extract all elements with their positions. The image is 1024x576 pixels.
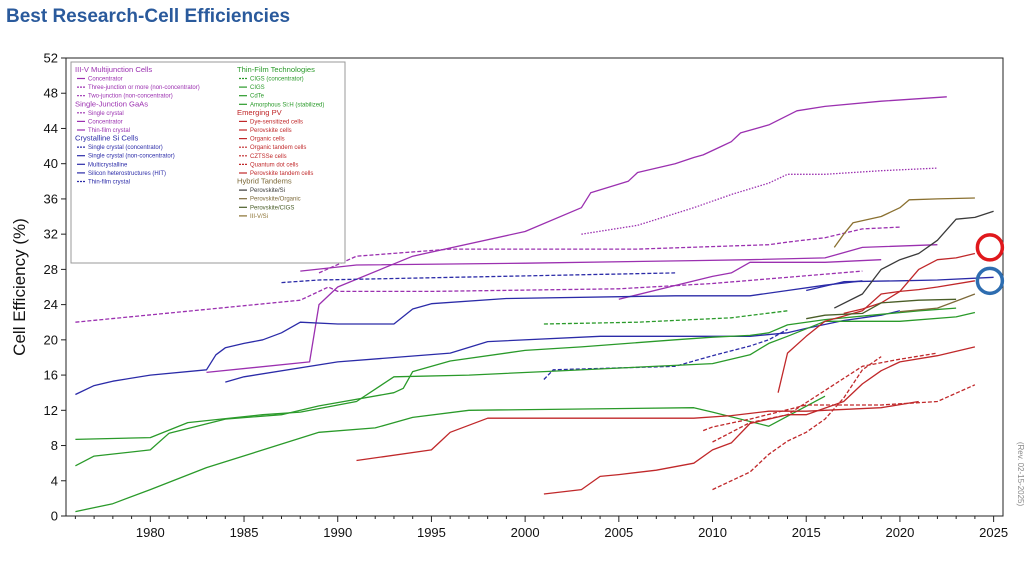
legend-entry: Perovskite tandem cells xyxy=(250,171,313,177)
legend-entry: Concentrator xyxy=(88,77,123,83)
legend-entry: Perovskite cells xyxy=(250,128,292,134)
legend-entry: Dye-sensitized cells xyxy=(250,119,303,125)
series-line-11 xyxy=(543,310,788,325)
legend-entry: CIGS (concentrator) xyxy=(250,77,304,83)
x-tick-label: 1980 xyxy=(136,525,165,540)
legend-entry: Thin-film crystal xyxy=(88,128,130,134)
y-tick-label: 16 xyxy=(44,368,58,383)
series-line-21 xyxy=(843,252,976,315)
x-tick-label: 2015 xyxy=(792,525,821,540)
legend-entry: Three-junction or more (non-concentrator… xyxy=(88,85,200,91)
legend-entry: Thin-film crystal xyxy=(88,180,130,186)
x-tick-label: 2020 xyxy=(885,525,914,540)
x-tick-label: 1995 xyxy=(417,525,446,540)
series-line-1 xyxy=(581,167,938,235)
x-tick-label: 1985 xyxy=(230,525,259,540)
x-tick-label: 2005 xyxy=(604,525,633,540)
legend-group-title: Emerging PV xyxy=(237,108,283,117)
x-tick-label: 2025 xyxy=(979,525,1008,540)
series-line-2 xyxy=(318,226,900,274)
series-line-16 xyxy=(777,280,976,393)
legend-entry: Organic tandem cells xyxy=(250,145,306,151)
y-tick-label: 40 xyxy=(44,156,58,171)
series-line-4 xyxy=(300,244,938,272)
legend-entry: CZTSSe cells xyxy=(250,154,287,160)
series-line-17 xyxy=(543,346,976,495)
series-line-23 xyxy=(899,293,976,313)
series-line-6 xyxy=(281,272,676,284)
legend-entry: Perovskite/Organic xyxy=(250,197,301,203)
series-line-18 xyxy=(712,352,938,443)
series-line-25 xyxy=(833,197,975,248)
plot-frame xyxy=(65,57,1004,517)
y-tick-label: 48 xyxy=(44,86,58,101)
y-tick-label: 0 xyxy=(51,509,58,524)
legend-group-title: III-V Multijunction Cells xyxy=(75,65,152,74)
y-tick-label: 44 xyxy=(44,121,58,136)
x-tick-label: 1990 xyxy=(323,525,352,540)
y-tick-label: 4 xyxy=(51,473,58,488)
legend-entry: Silicon heterostructures (HIT) xyxy=(88,171,166,177)
series-line-24 xyxy=(806,298,957,320)
highlight-ring-1 xyxy=(975,266,1005,296)
legend-entry: Perovskite/CIGS xyxy=(250,205,294,211)
legend-entry: Single crystal (concentrator) xyxy=(88,145,163,151)
legend-group-title: Single-Junction GaAs xyxy=(75,99,148,108)
legend-entry: Single crystal xyxy=(88,111,124,117)
series-line-13 xyxy=(75,311,976,441)
x-tick-label: 2010 xyxy=(698,525,727,540)
series-line-5 xyxy=(618,259,882,300)
legend-group-title: Thin-Film Technologies xyxy=(237,65,315,74)
series-line-3 xyxy=(75,270,863,323)
legend-entry: Organic cells xyxy=(250,137,285,143)
x-tick-label: 2000 xyxy=(511,525,540,540)
y-tick-label: 8 xyxy=(51,438,58,453)
legend-entry: III-V/Si xyxy=(250,214,268,220)
legend-entry: Quantum dot cells xyxy=(250,162,298,168)
y-tick-label: 20 xyxy=(44,332,58,347)
y-tick-label: 32 xyxy=(44,227,58,242)
series-line-7 xyxy=(75,280,863,396)
series-line-12 xyxy=(75,307,957,467)
legend-entry: Perovskite/Si xyxy=(250,188,285,194)
series-line-15 xyxy=(356,400,919,462)
y-tick-label: 12 xyxy=(44,403,58,418)
y-axis-label: Cell Efficiency (%) xyxy=(10,218,29,356)
legend-entry: Two-junction (non-concentrator) xyxy=(88,94,173,100)
legend-entry: Concentrator xyxy=(88,119,123,125)
series-line-14 xyxy=(75,395,826,513)
legend-group-title: Crystalline Si Cells xyxy=(75,134,139,143)
legend-entry: Multicrystalline xyxy=(88,162,128,168)
legend-group-title: Hybrid Tandems xyxy=(237,177,292,186)
series-line-20 xyxy=(712,356,882,491)
series-line-19 xyxy=(702,384,976,432)
legend-entry: CdTe xyxy=(250,94,265,100)
highlight-ring-0 xyxy=(975,233,1005,262)
series-line-9 xyxy=(806,276,994,292)
y-tick-label: 52 xyxy=(44,51,58,66)
series-line-22 xyxy=(834,210,994,309)
y-tick-label: 24 xyxy=(44,297,58,312)
legend-entry: Amorphous Si:H (stabilized) xyxy=(250,102,324,108)
legend-entry: CIGS xyxy=(250,85,265,91)
y-tick-label: 28 xyxy=(44,262,58,277)
page-title: Best Research-Cell Efficiencies xyxy=(6,6,291,27)
series-line-10 xyxy=(543,328,788,380)
legend-box xyxy=(70,61,346,264)
y-tick-label: 36 xyxy=(44,191,58,206)
series-line-0 xyxy=(206,96,947,374)
revision-note: (Rev. 02-15-2025) xyxy=(1016,442,1024,507)
legend-entry: Single crystal (non-concentrator) xyxy=(88,154,175,160)
series-line-8 xyxy=(225,310,901,383)
